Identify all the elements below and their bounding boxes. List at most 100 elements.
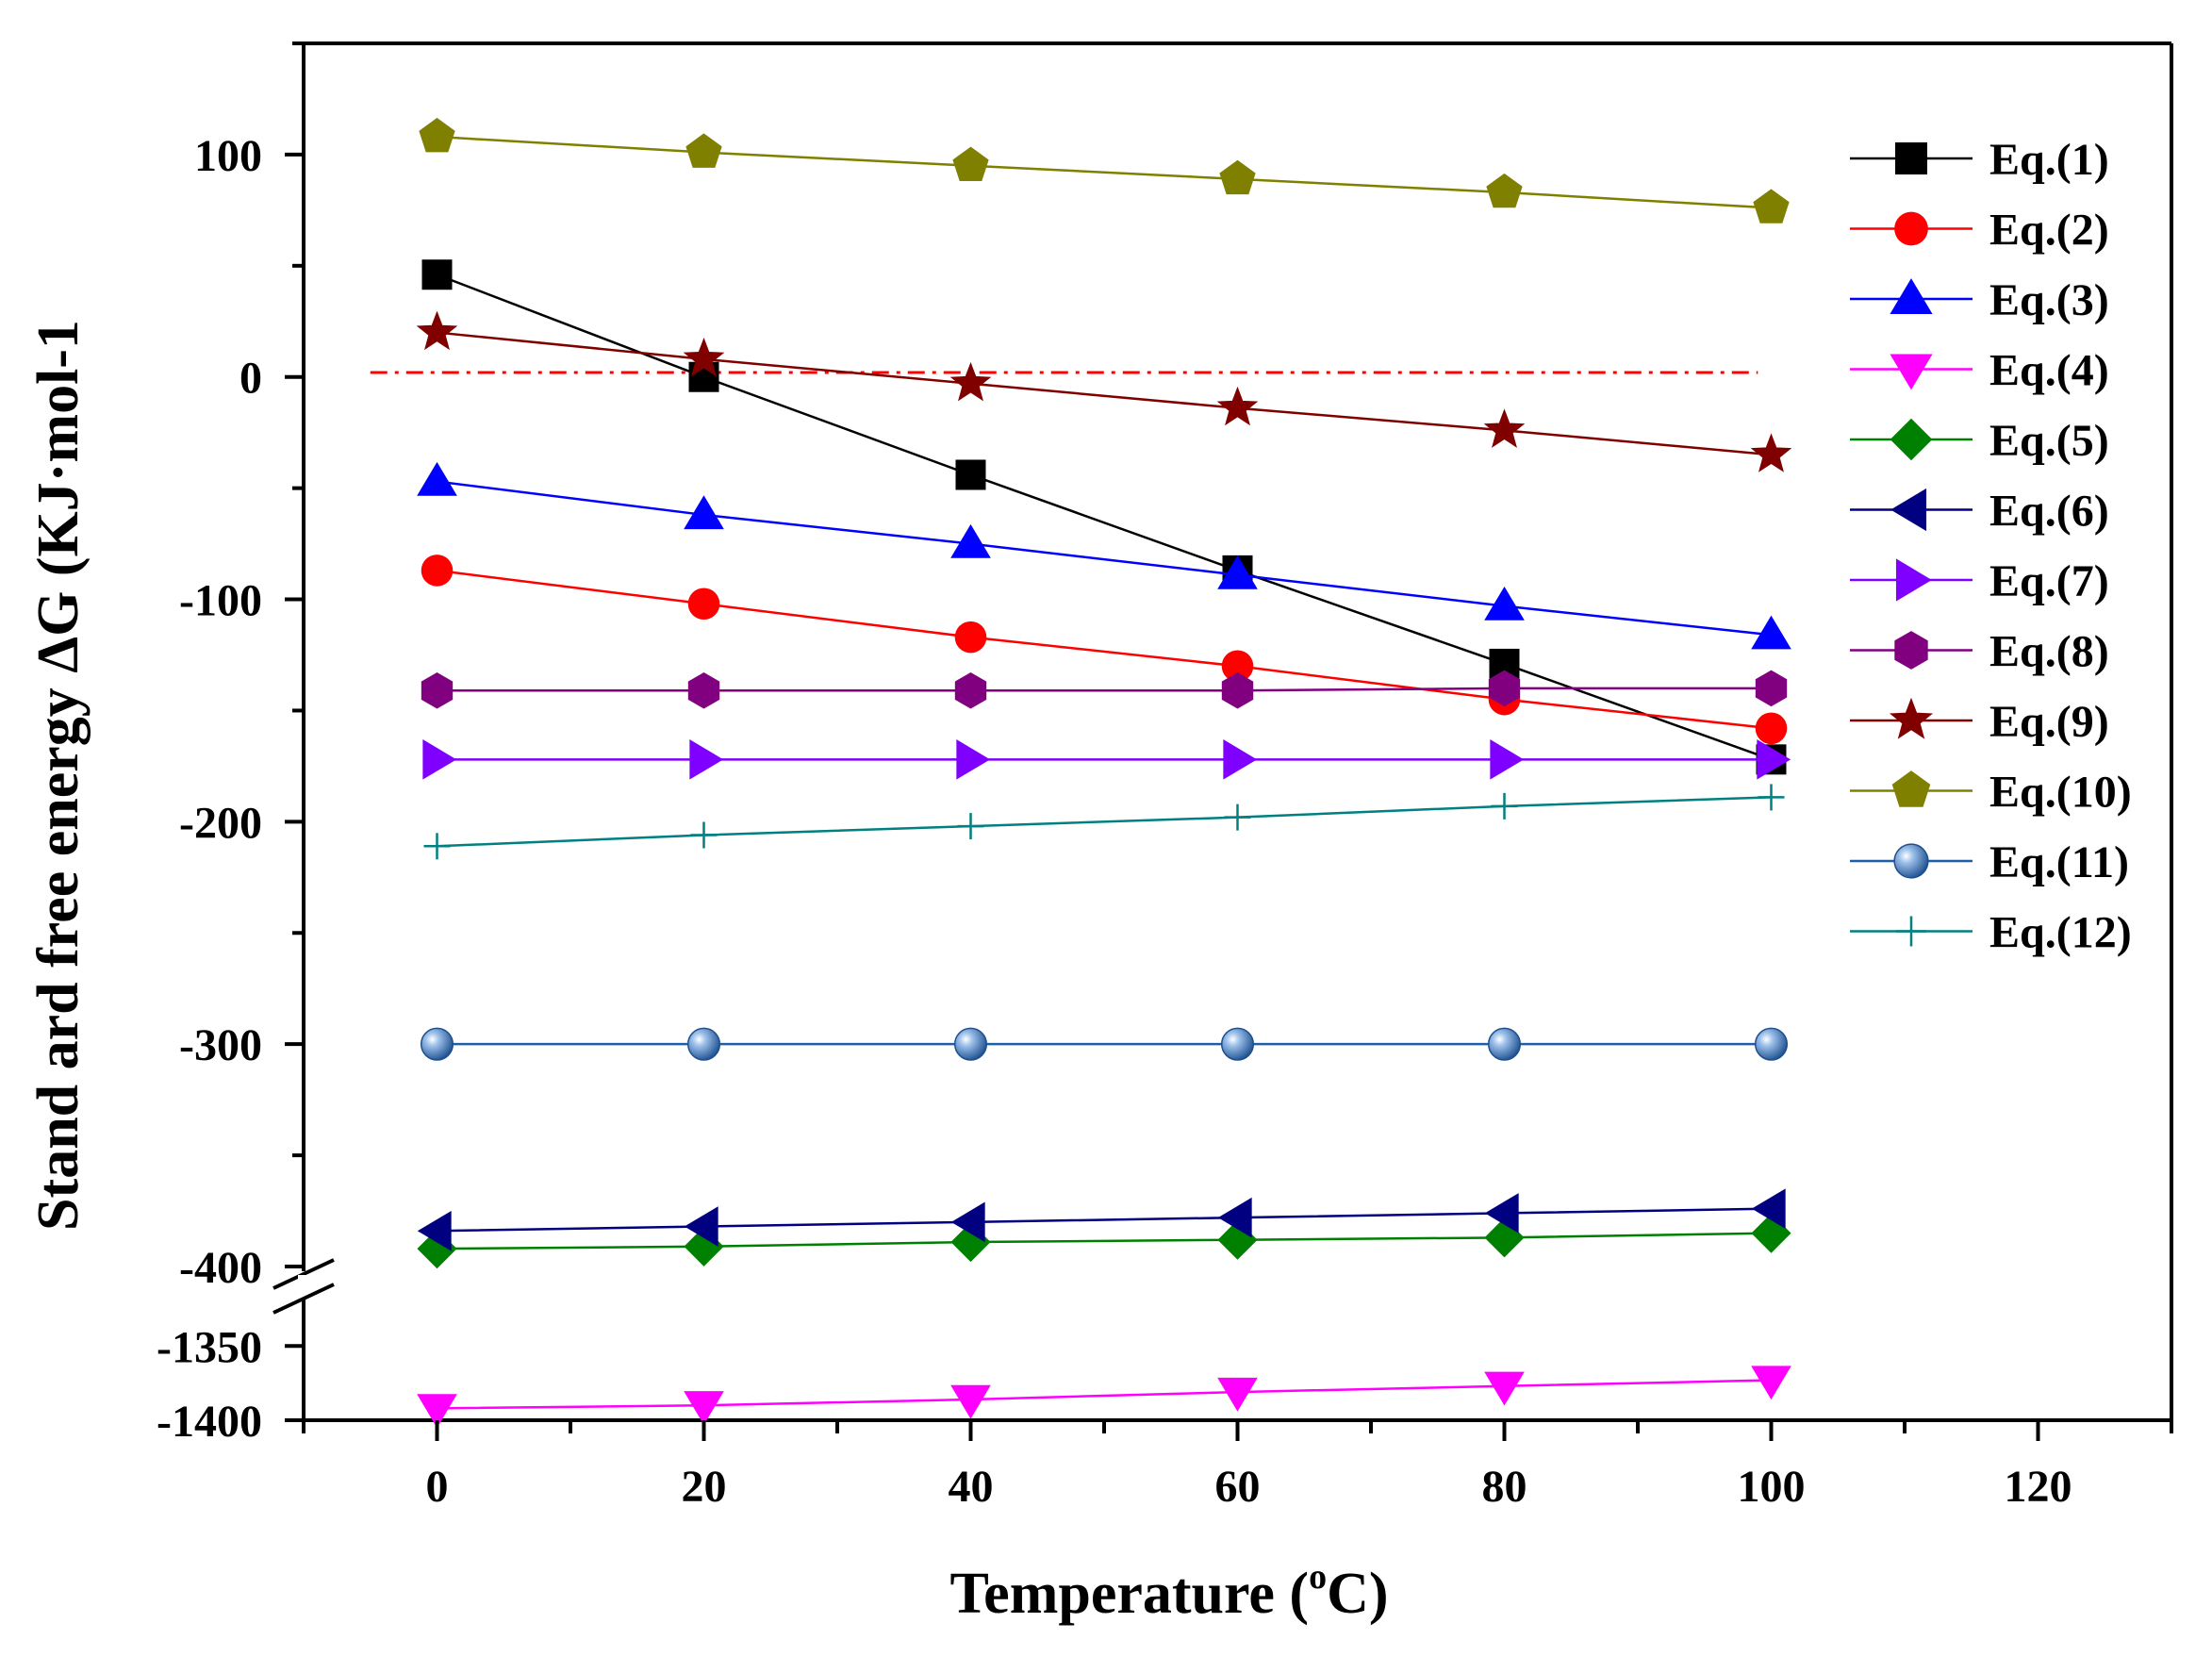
series-4 [417, 1366, 1791, 1429]
data-point [422, 739, 457, 780]
series-line [437, 1379, 1772, 1410]
legend-item: Eq.(9) [1850, 697, 2109, 747]
data-point [684, 1391, 724, 1425]
series-line [437, 331, 1772, 456]
legend-label: Eq.(12) [1989, 908, 2132, 958]
axis-break-mark [272, 1283, 335, 1315]
data-point [949, 361, 992, 402]
legend-label: Eq.(8) [1989, 627, 2109, 677]
data-point [1490, 739, 1525, 780]
legend-item: Eq.(11) [1850, 837, 2129, 887]
data-point [684, 1206, 718, 1247]
series-line [437, 687, 1772, 692]
series-3 [417, 461, 1791, 650]
legend-item: Eq.(5) [1850, 416, 2109, 466]
legend-label: Eq.(7) [1989, 556, 2109, 606]
legend-marker [1895, 142, 1927, 174]
data-point [956, 739, 991, 780]
legend-item: Eq.(8) [1850, 627, 2109, 677]
legend-label: Eq.(2) [1989, 206, 2109, 256]
x-tick-label: 60 [1215, 1462, 1261, 1512]
data-point [1488, 670, 1521, 707]
legend-marker [1890, 488, 1927, 532]
data-point [420, 1027, 454, 1061]
legend-label: Eq.(4) [1989, 346, 2109, 396]
y-tick-label: -200 [179, 798, 262, 848]
series-9 [416, 310, 1792, 472]
legend-item: Eq.(3) [1850, 275, 2109, 325]
data-point [1224, 803, 1251, 831]
data-point [687, 588, 720, 621]
data-point [1217, 555, 1258, 589]
data-point [955, 459, 986, 490]
data-point [421, 259, 453, 290]
legend-label: Eq.(3) [1989, 275, 2109, 325]
legend-marker [1890, 418, 1933, 461]
data-point [954, 621, 987, 654]
data-point [1484, 586, 1525, 621]
series-1 [421, 259, 1787, 775]
data-point [1219, 159, 1256, 195]
axis-break-mark [272, 1258, 335, 1290]
data-point [1755, 670, 1788, 707]
legend-marker [1890, 278, 1933, 315]
data-point [1755, 712, 1788, 745]
axis-layer: 0 20 40 60 80 100 120 100 0 -100 -200 -300 -400 -1350… [157, 41, 2173, 1512]
series-11 [420, 1027, 1789, 1061]
legend-item: Eq.(2) [1850, 206, 2109, 256]
data-point [1491, 792, 1518, 820]
x-tick-label: 80 [1482, 1462, 1527, 1512]
data-point [419, 117, 455, 153]
x-axis-title: Temperature (oC) [950, 1557, 1389, 1626]
legend-item: Eq.(6) [1850, 487, 2109, 537]
axis-break-gap [298, 1275, 309, 1294]
legend-label: Eq.(9) [1989, 697, 2109, 747]
legend-label: Eq.(5) [1989, 416, 2109, 466]
y-tick-label: 0 [239, 354, 262, 404]
data-point [1220, 1027, 1255, 1061]
data-point [1751, 615, 1791, 650]
data-point [1484, 1371, 1525, 1406]
legend-marker [1893, 843, 1929, 879]
data-point [687, 671, 720, 709]
legend-marker [1890, 354, 1933, 390]
data-point [1217, 1197, 1252, 1238]
y-tick-label: -100 [179, 576, 262, 626]
data-point [1486, 173, 1523, 208]
data-point [423, 833, 451, 860]
data-point [950, 1384, 991, 1419]
series-7 [422, 739, 1791, 780]
legend-marker [1896, 916, 1926, 947]
data-point [953, 1027, 988, 1061]
data-point [686, 1027, 721, 1061]
data-point [684, 495, 724, 530]
data-point [685, 133, 722, 168]
series-10 [419, 117, 1790, 224]
series-5 [417, 1213, 1791, 1269]
series-line [437, 796, 1772, 848]
series-line [437, 273, 1772, 761]
data-point [421, 671, 454, 709]
data-point [952, 146, 989, 181]
data-point [1751, 1188, 1786, 1230]
data-point [689, 739, 724, 780]
plot-frame [272, 41, 2173, 1422]
data-point [1487, 1027, 1522, 1061]
y-axis-title: Stand ard free energy ΔG (KJ·mol-1 [26, 320, 91, 1231]
legend-item: Eq.(7) [1850, 556, 2109, 606]
legend: Eq.(1) Eq.(2) Eq.(3) Eq.(4) Eq.(5) Eq.(6) Eq.(… [1850, 135, 2132, 958]
data-point [421, 555, 454, 587]
x-tick-label: 40 [949, 1462, 994, 1512]
data-point [950, 1201, 985, 1243]
y-tick-label: -1400 [157, 1397, 262, 1447]
x-tick-label: 0 [426, 1462, 449, 1512]
y-tick-label: -1350 [157, 1322, 262, 1372]
data-point [417, 461, 457, 496]
legend-marker [1889, 697, 1934, 739]
data-point [1754, 1027, 1789, 1061]
x-tick-label: 20 [682, 1462, 727, 1512]
series-12 [423, 784, 1785, 860]
legend-marker [1894, 631, 1928, 670]
series-line [437, 1207, 1772, 1233]
